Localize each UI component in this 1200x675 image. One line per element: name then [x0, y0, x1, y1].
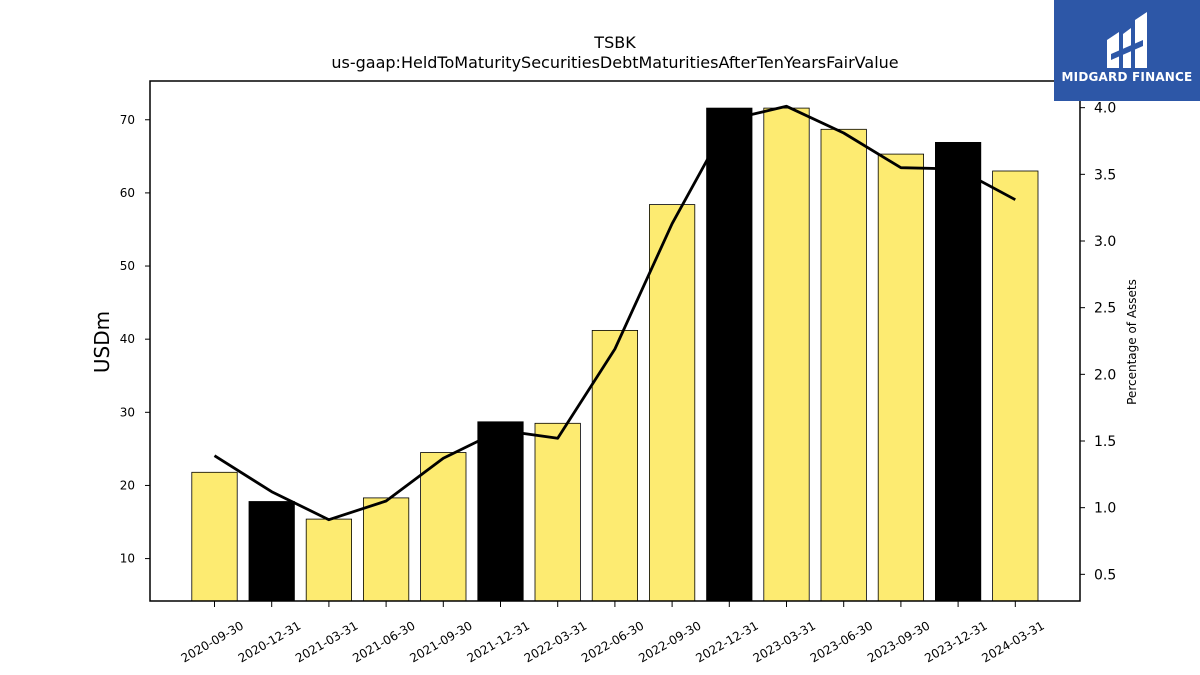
x-tick-label: 2021-09-30: [407, 618, 474, 665]
chart-subtitle: us-gaap:HeldToMaturitySecuritiesDebtMatu…: [331, 53, 898, 72]
bar: [534, 422, 581, 602]
left-tick-label: 20: [120, 478, 135, 492]
line-group: [213, 104, 1016, 522]
x-tick-label: 2023-09-30: [865, 618, 932, 665]
left-tick-label: 60: [120, 186, 135, 200]
x-tick-label: 2020-09-30: [179, 618, 246, 665]
right-axis-label: Percentage of Assets: [1125, 279, 1139, 405]
bar: [649, 204, 696, 602]
x-tick-label: 2022-06-30: [579, 618, 646, 665]
x-tick-label: 2021-12-31: [465, 618, 532, 665]
left-tick-label: 40: [120, 332, 135, 346]
bar: [591, 329, 639, 602]
bar: [362, 497, 410, 602]
right-tick-label: 4.0: [1094, 101, 1116, 117]
bar: [763, 107, 810, 602]
right-tick-label: 0.5: [1094, 567, 1116, 583]
x-tick-label: 2022-09-30: [636, 618, 703, 665]
bar: [477, 421, 524, 602]
bar: [877, 153, 925, 602]
left-tick-label: 30: [120, 405, 135, 419]
logo-text: MIDGARD FINANCE: [1061, 70, 1193, 84]
right-tick-label: 2.5: [1094, 301, 1116, 317]
left-tick-label: 10: [120, 552, 135, 566]
chart-title: TSBK: [593, 33, 636, 52]
x-axis: 2020-09-302020-12-312021-03-312021-06-30…: [179, 601, 1047, 665]
x-tick-label: 2024-03-31: [979, 618, 1046, 665]
x-tick-label: 2022-03-31: [522, 618, 589, 665]
percentage-line: [213, 104, 1016, 522]
x-tick-label: 2023-03-31: [751, 618, 818, 665]
bar: [992, 170, 1039, 602]
bar: [706, 107, 753, 602]
left-axis-label: USDm: [90, 311, 114, 373]
x-tick-label: 2020-12-31: [236, 618, 303, 665]
x-tick-label: 2021-06-30: [350, 618, 417, 665]
bar-group: [191, 107, 1039, 602]
bar: [420, 452, 467, 602]
bar: [935, 141, 982, 602]
bar: [248, 501, 295, 602]
right-tick-label: 3.0: [1094, 234, 1116, 250]
x-tick-label: 2022-12-31: [693, 618, 760, 665]
logo-mark-icon: [1107, 12, 1147, 68]
bar: [305, 518, 353, 602]
midgard-finance-logo: MIDGARD FINANCE: [1054, 0, 1200, 101]
right-tick-label: 3.5: [1094, 167, 1116, 183]
left-axis: 10 20 30 40 50 60 70: [120, 113, 150, 566]
right-tick-label: 2.0: [1094, 367, 1116, 383]
right-tick-label: 1.5: [1094, 434, 1116, 450]
x-tick-label: 2023-12-31: [922, 618, 989, 665]
x-tick-label: 2023-06-30: [808, 618, 875, 665]
left-tick-label: 70: [120, 113, 135, 127]
left-tick-label: 50: [120, 259, 135, 273]
bar: [820, 128, 867, 602]
bar: [191, 471, 238, 602]
right-tick-label: 1.0: [1094, 501, 1116, 517]
x-tick-label: 2021-03-31: [293, 618, 360, 665]
right-axis: 0.5 1.0 1.5 2.0 2.5 3.0 3.5 4.0: [1080, 101, 1116, 583]
